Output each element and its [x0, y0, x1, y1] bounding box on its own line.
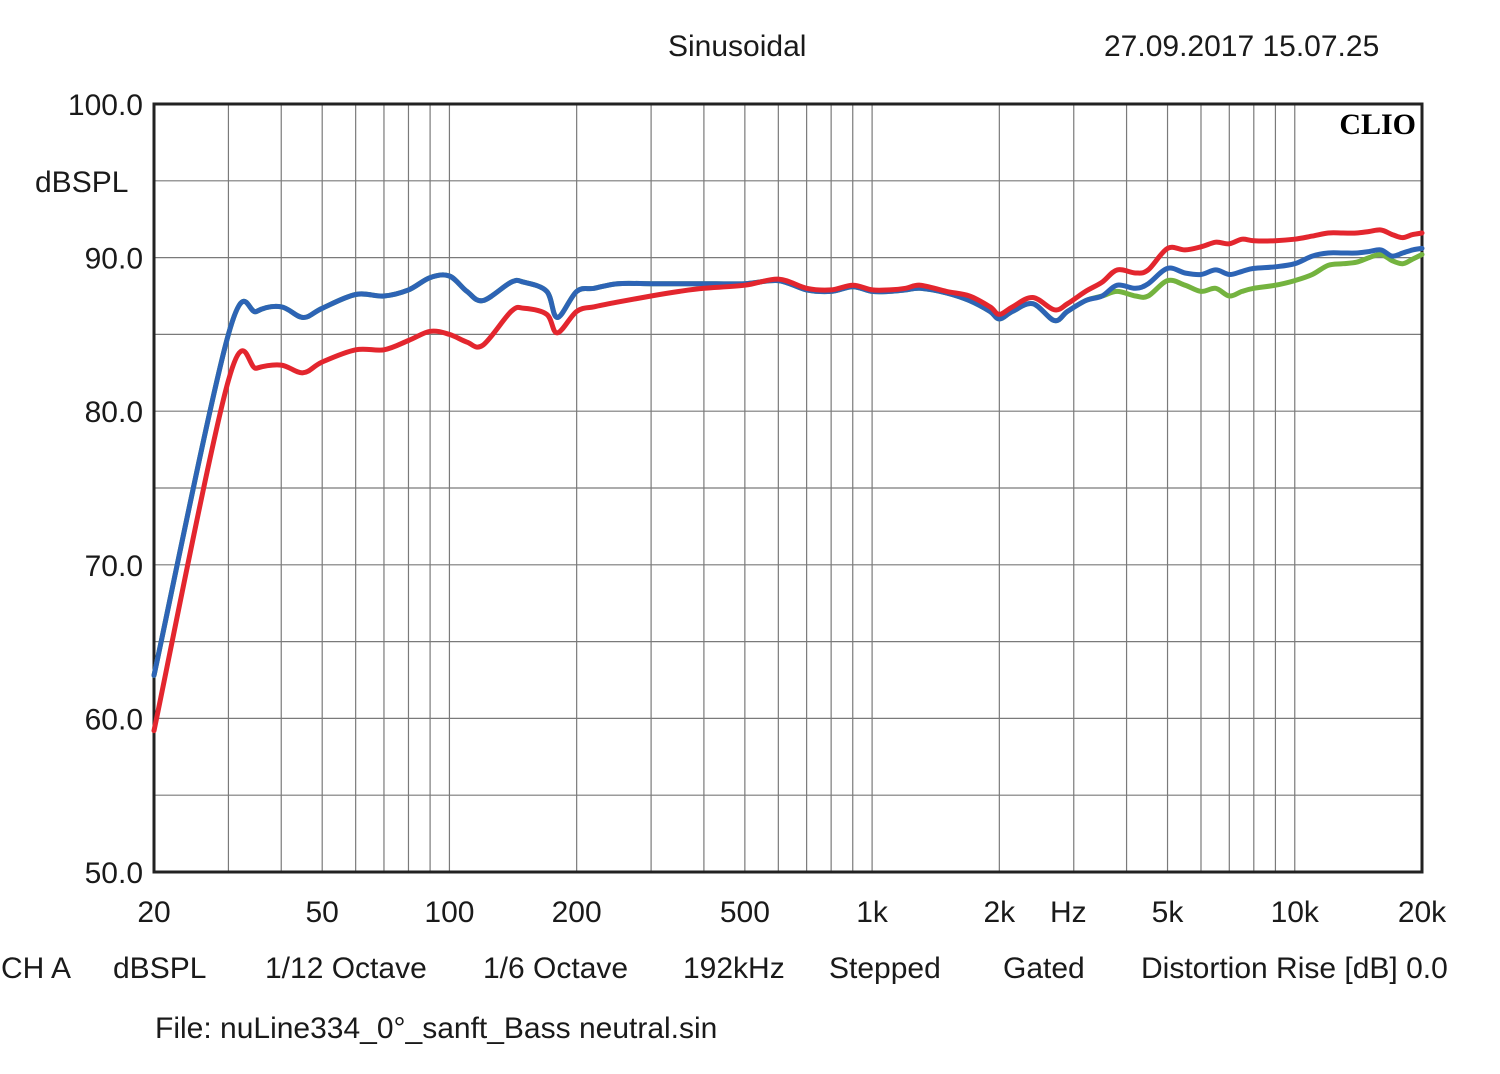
- x-tick-label: 100: [424, 896, 474, 929]
- sample-rate-label: 192kHz: [683, 952, 785, 985]
- y-tick-label: 80.0: [85, 396, 143, 429]
- x-tick-label: 200: [552, 896, 602, 929]
- sweep-method-label: Stepped: [829, 952, 941, 985]
- series-line-2: [151, 245, 1425, 678]
- x-tick-label: 500: [720, 896, 770, 929]
- y-tick-label: 60.0: [85, 703, 143, 736]
- x-tick-label: 50: [306, 896, 339, 929]
- measurement-settings-row: CH A dBSPL 1/12 Octave 1/6 Octave 192kHz…: [0, 952, 1500, 992]
- channel-label: CH A: [1, 952, 72, 985]
- plot-frame: [152, 102, 1424, 874]
- timestamp-label: 27.09.2017 15.07.25: [1104, 30, 1380, 63]
- file-name-label: File: nuLine334_0°_sanft_Bass neutral.si…: [155, 1012, 718, 1045]
- series-line-1: [151, 251, 1425, 678]
- measurement-mode-label: Sinusoidal: [668, 30, 807, 63]
- x-tick-label: 2k: [983, 896, 1016, 929]
- x-tick-label: 20k: [1398, 896, 1447, 929]
- brand-logo: CLIO: [1339, 108, 1416, 141]
- x-tick-label: 20: [137, 896, 170, 929]
- smoothing-label: 1/6 Octave: [483, 952, 629, 985]
- y-tick-label: 70.0: [85, 550, 143, 583]
- x-tick-label: 1k: [856, 896, 889, 929]
- distortion-label: Distortion Rise [dB] 0.0: [1141, 952, 1448, 985]
- x-tick-label: 5k: [1152, 896, 1185, 929]
- y-tick-label: 90.0: [85, 243, 143, 276]
- unit-label: dBSPL: [113, 952, 207, 985]
- y-tick-label: 50.0: [85, 857, 143, 890]
- x-tick-label: 10k: [1271, 896, 1320, 929]
- series-line-3: [151, 227, 1425, 734]
- gating-label: Gated: [1003, 952, 1085, 985]
- x-axis-unit-label: Hz: [1050, 896, 1087, 929]
- resolution-label: 1/12 Octave: [265, 952, 427, 985]
- y-axis-unit-label: dBSPL: [35, 166, 128, 199]
- y-tick-label: 100.0: [68, 89, 143, 122]
